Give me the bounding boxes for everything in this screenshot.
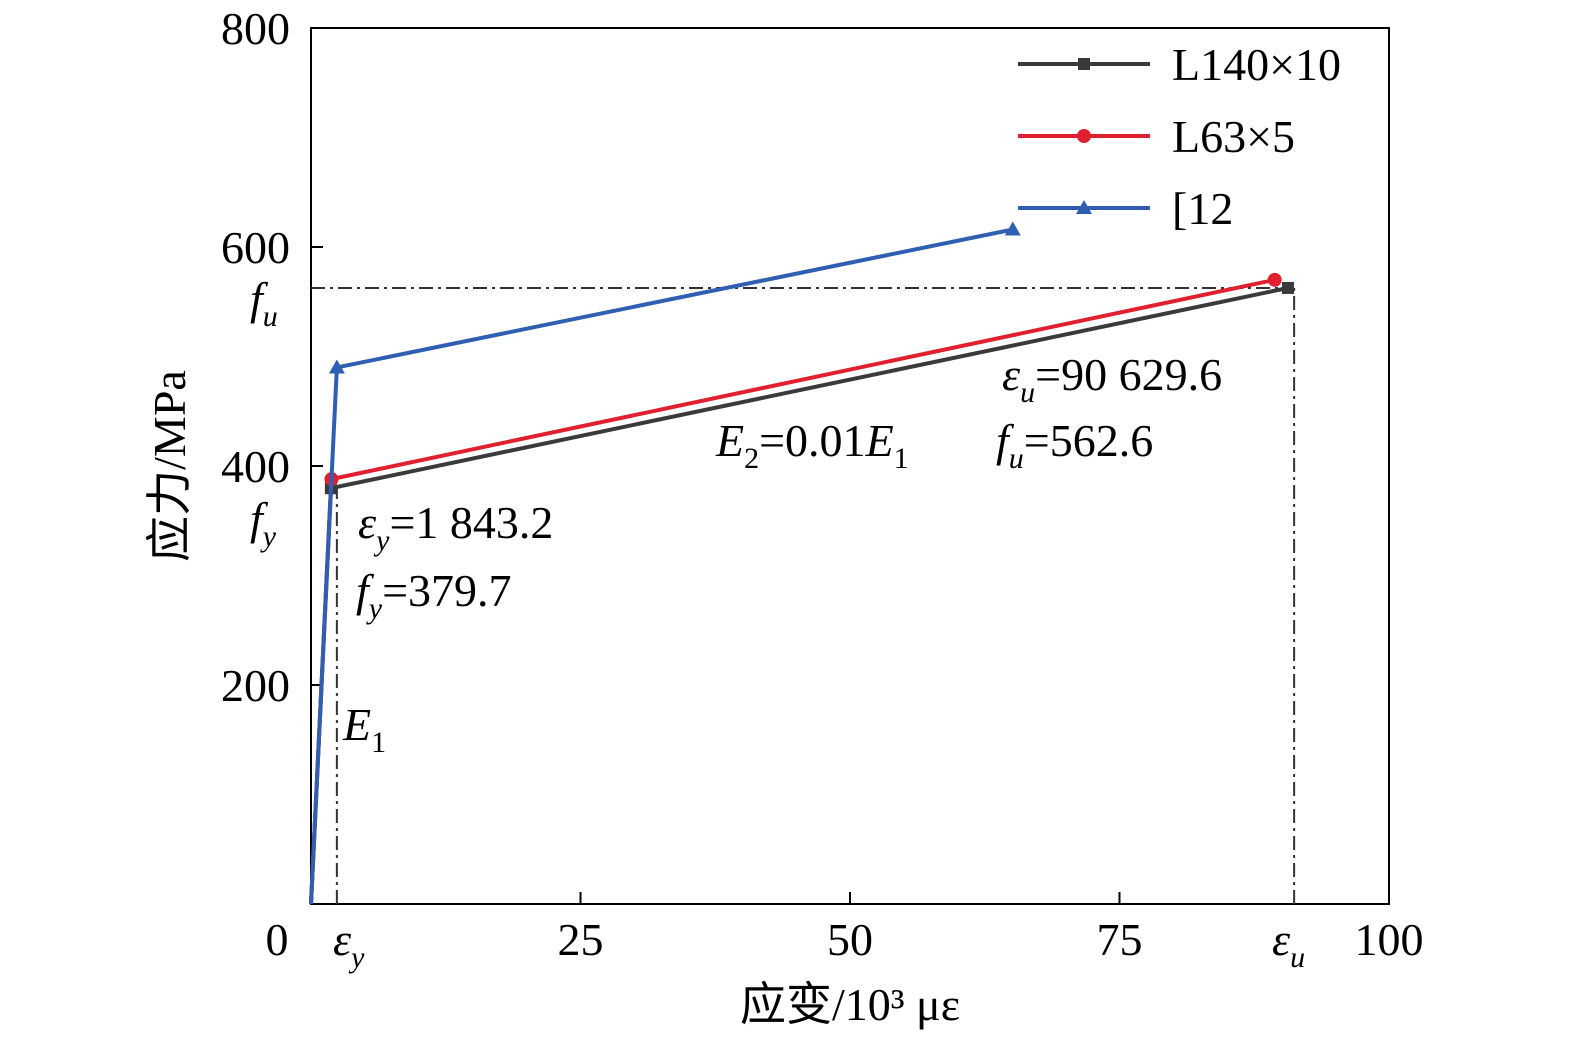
data-point — [1282, 282, 1294, 294]
legend-marker — [1077, 129, 1091, 143]
annotation-eps-y: εy=1 843.2 — [358, 497, 553, 557]
x-axis-label: 应变/10³ με — [740, 979, 960, 1030]
x-tick-label: 25 — [558, 914, 604, 965]
annotation-e2: E2=0.01E1 — [715, 415, 909, 475]
legend-item-0: L140×10 — [1018, 39, 1341, 90]
series-2 — [311, 221, 1021, 904]
annotation-e1: E1 — [342, 699, 386, 759]
y-symbol-f-u: fu — [250, 273, 278, 333]
data-point — [1268, 273, 1282, 287]
legend-marker — [1078, 58, 1090, 70]
y-tick-label: 600 — [221, 222, 290, 273]
y-tick-label: 200 — [221, 660, 290, 711]
y-symbol-f-y: fy — [250, 493, 277, 553]
y-tick-label: 400 — [221, 441, 290, 492]
legend-label: L63×5 — [1172, 111, 1295, 162]
annotation-eps-u: εu=90 629.6 — [1002, 349, 1222, 409]
annotation-f-u: fu=562.6 — [996, 415, 1153, 475]
data-point — [1005, 221, 1021, 235]
series-layer — [311, 221, 1294, 904]
legend-label: L140×10 — [1172, 39, 1341, 90]
x-symbol-eps-y: εy — [333, 914, 365, 974]
x-tick-label: 0 — [266, 914, 289, 965]
annotation-f-y: fy=379.7 — [356, 565, 512, 625]
legend: L140×10 L63×5 [12 — [1018, 39, 1341, 234]
legend-label: [12 — [1172, 183, 1233, 234]
x-symbol-eps-u: εu — [1272, 914, 1305, 974]
legend-item-2: [12 — [1018, 183, 1233, 234]
y-tick-label: 800 — [221, 3, 290, 54]
x-tick-label: 100 — [1355, 914, 1424, 965]
legend-item-1: L63×5 — [1018, 111, 1295, 162]
x-tick-label: 75 — [1097, 914, 1143, 965]
y-axis-label: 应力/MPa — [144, 370, 195, 562]
x-tick-label: 50 — [827, 914, 873, 965]
